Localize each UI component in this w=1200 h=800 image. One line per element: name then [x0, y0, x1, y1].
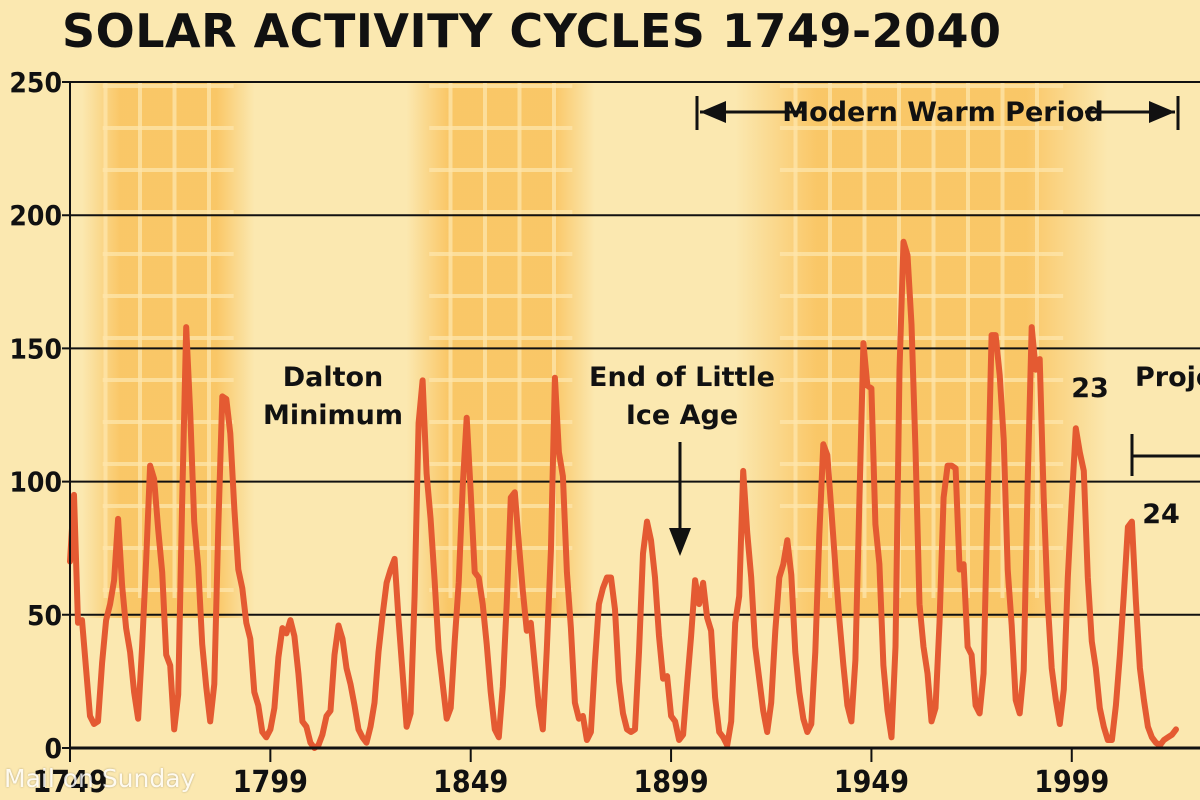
- x-tick-label-1749: 1749: [32, 765, 107, 800]
- x-tick-label-1849: 1849: [433, 765, 508, 800]
- annotation-modern-warm-label: Modern Warm Period: [782, 97, 1103, 128]
- arrow-left-icon: [700, 101, 726, 123]
- shaded-periods: [82, 82, 1108, 618]
- y-tick-label-0: 0: [44, 732, 62, 765]
- annotation-cycle-24: 24: [1142, 499, 1180, 530]
- series-layer: [67, 238, 1179, 751]
- annotation-ice-age-line1: End of Little: [589, 362, 775, 393]
- y-tick-label-250: 250: [9, 66, 62, 99]
- chart-title: SOLAR ACTIVITY CYCLES 1749-2040: [62, 4, 1002, 58]
- annotation-dalton: Dalton Minimum: [263, 362, 403, 431]
- annotation-cycle-23: 23: [1071, 373, 1109, 404]
- arrow-right-icon: [1149, 101, 1175, 123]
- y-tick-label-50: 50: [27, 599, 62, 632]
- annotation-ice-age-line2: Ice Age: [626, 400, 738, 431]
- annotation-little-ice-age: End of Little Ice Age: [589, 362, 775, 556]
- shaded-period-grid-3: [779, 82, 1064, 598]
- y-tick-label-150: 150: [9, 332, 62, 365]
- y-tick-label-200: 200: [9, 199, 62, 232]
- annotation-dalton-line2: Minimum: [263, 400, 403, 431]
- projection-bracket: [1130, 434, 1200, 476]
- x-tick-label-1949: 1949: [834, 765, 909, 800]
- x-tick-label-1999: 1999: [1034, 765, 1109, 800]
- source-credit: Mail on Sunday: [4, 764, 196, 793]
- axes: 0 50 100 150 200 250 1749 1799 1849 1899 1949 1999: [9, 66, 1200, 800]
- annotation-projected: Proje: [1135, 362, 1200, 393]
- series-line-1: [67, 238, 1179, 751]
- x-tick-label-1799: 1799: [233, 765, 308, 800]
- x-tick-label-1899: 1899: [634, 765, 709, 800]
- shaded-period-grid-1: [102, 82, 234, 598]
- shaded-period-grid-2: [429, 82, 573, 598]
- annotation-modern-warm-period: Modern Warm Period: [695, 96, 1180, 130]
- ice-age-arrowhead-icon: [669, 528, 691, 556]
- annotation-dalton-line1: Dalton: [283, 362, 384, 393]
- y-tick-label-100: 100: [9, 466, 62, 499]
